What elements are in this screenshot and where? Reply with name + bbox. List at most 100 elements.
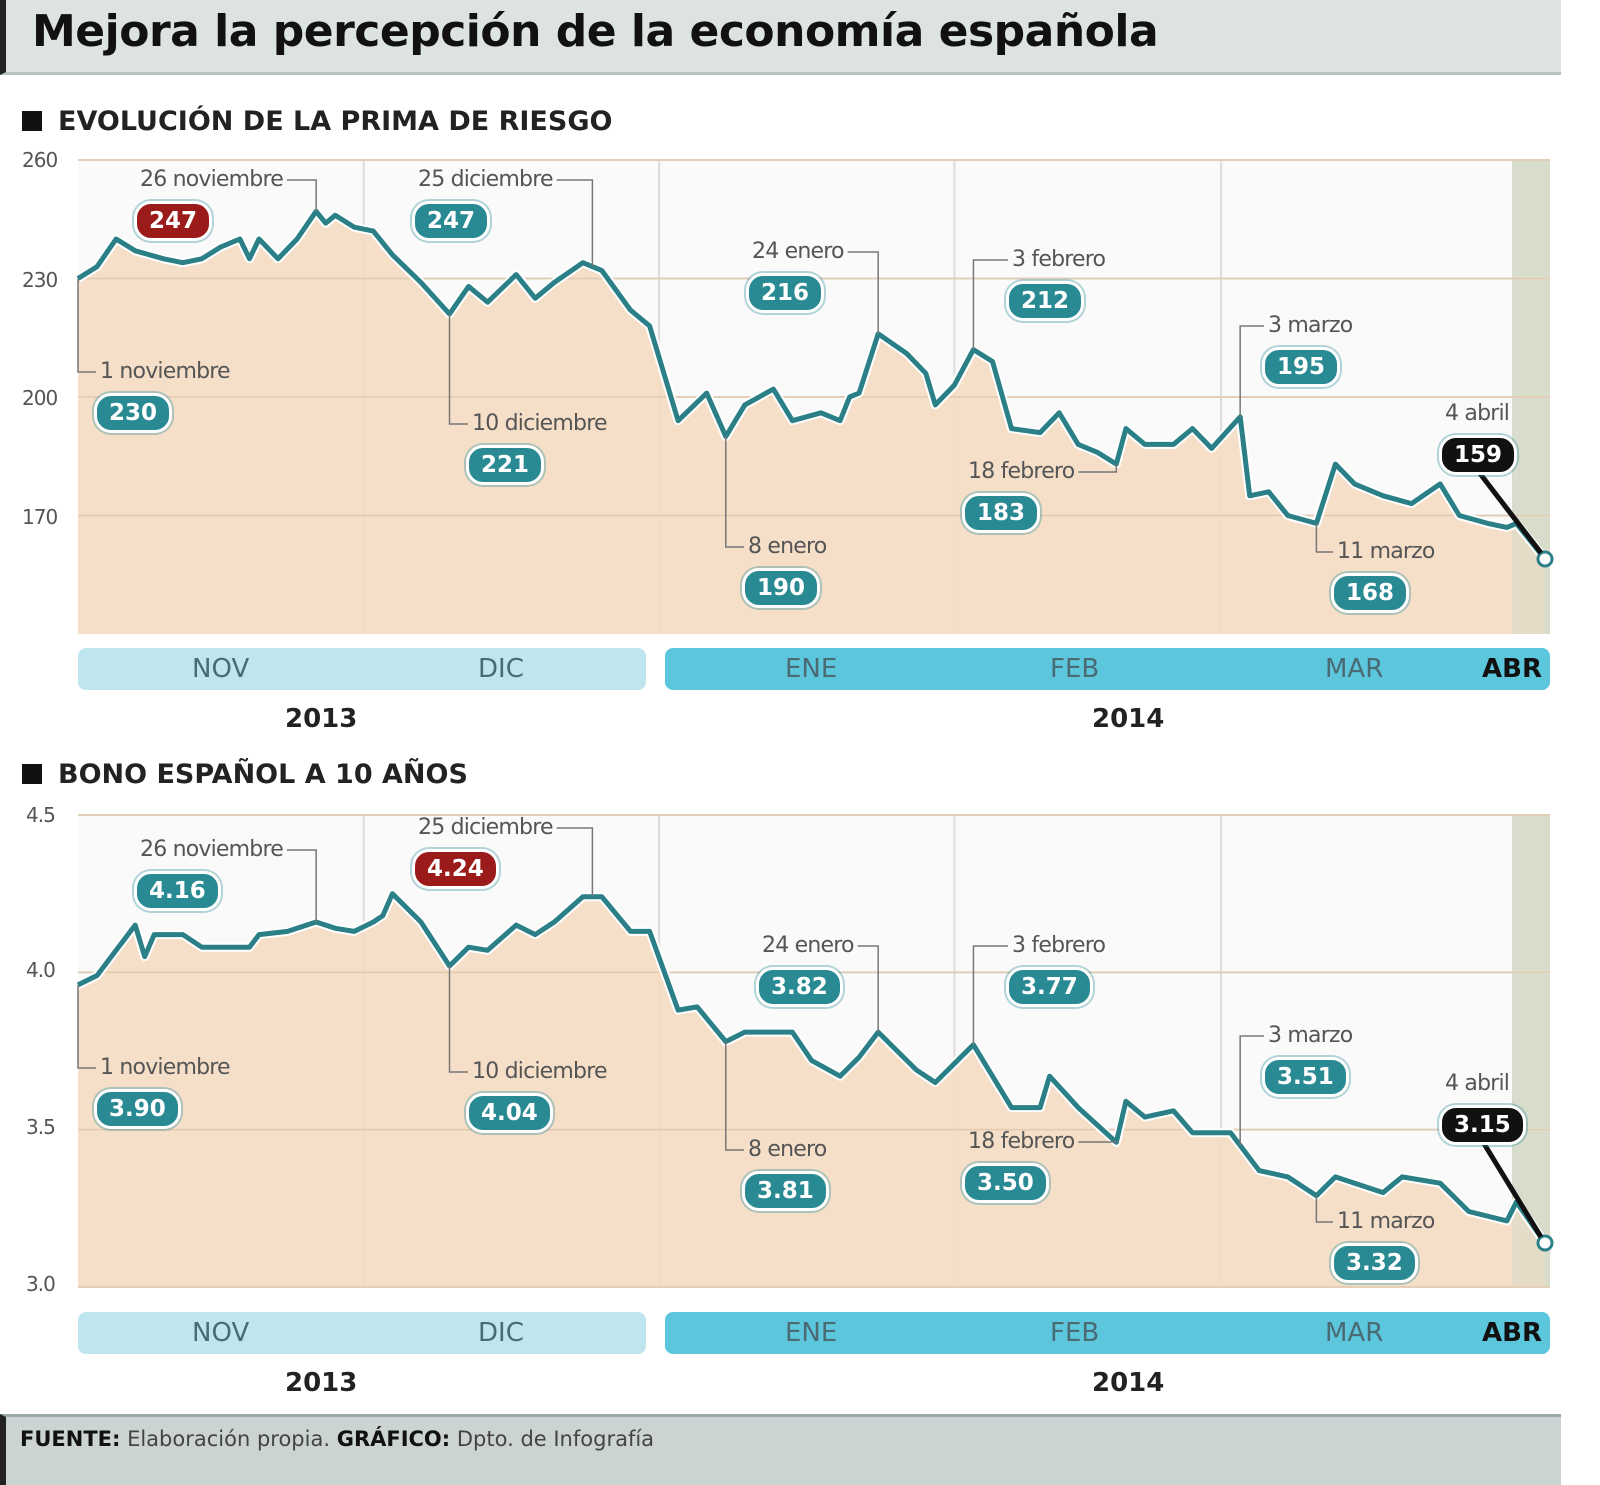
annotation-leader-line	[1078, 464, 1118, 473]
annotation-date: 3 marzo	[1268, 1023, 1353, 1048]
month-label: ABR	[1482, 654, 1542, 684]
annotation-leader-line	[448, 314, 468, 425]
annotation-pointer	[1480, 1139, 1544, 1239]
annotation: 10 diciembre 4.04	[466, 1060, 608, 1133]
annotation: 3 febrero 3.77	[1006, 933, 1106, 1007]
annotation-date: 18 febrero	[968, 459, 1075, 484]
annotation: 11 marzo 3.32	[1331, 1209, 1435, 1283]
annotation-date: 8 enero	[748, 1137, 827, 1162]
annotation: 3 marzo 195	[1262, 313, 1353, 387]
annotation-leader-line	[1315, 1195, 1333, 1223]
graphic-text: Dpto. de Infografía	[456, 1427, 655, 1451]
y-tick: 3.5	[26, 1115, 56, 1139]
area-fill	[78, 893, 1545, 1287]
annotation: 1 noviembre 230	[94, 360, 231, 433]
chart-title-bono: BONO ESPAÑOL A 10 AÑOS	[22, 759, 468, 790]
annotation-leader-line	[725, 436, 744, 548]
annotation-value-badge: 247	[412, 201, 491, 241]
annotation-date: 26 noviembre	[140, 167, 284, 192]
annotation-date: 8 enero	[748, 534, 827, 559]
square-bullet-icon	[22, 111, 42, 131]
annotation-leader-line	[77, 984, 96, 1069]
annotation: 18 febrero 183	[962, 459, 1075, 533]
month-label: NOV	[192, 1318, 250, 1348]
annotation-value-badge: 4.24	[412, 849, 499, 889]
year-label: 2013	[285, 1368, 358, 1398]
annotation-value-badge: 159	[1439, 435, 1518, 475]
annotation-date: 10 diciembre	[472, 411, 608, 436]
annotation-value-badge: 221	[466, 445, 545, 485]
annotation-value-badge: 195	[1262, 347, 1341, 387]
chart-title-prima: EVOLUCIÓN DE LA PRIMA DE RIESGO	[22, 106, 612, 137]
annotation-leader-line	[1239, 325, 1264, 417]
annotation-date: 3 marzo	[1268, 313, 1353, 338]
annotation-date: 3 febrero	[1012, 247, 1106, 272]
annotation: 24 enero 216	[746, 240, 844, 313]
band-2014	[665, 1312, 1550, 1354]
annotation-date: 4 abril	[1445, 401, 1510, 426]
annotation-leader-line	[286, 179, 317, 212]
band-2014	[665, 648, 1550, 690]
y-tick: 4.5	[26, 803, 56, 827]
source-label: FUENTE:	[20, 1427, 121, 1451]
annotation-value-badge: 190	[742, 568, 821, 608]
annotation: 10 diciembre 221	[466, 411, 608, 485]
annotation-leader-line	[1239, 1035, 1264, 1146]
annotation-date: 26 noviembre	[140, 837, 284, 862]
annotation-leader-line	[77, 278, 96, 373]
annotation-value-badge: 3.51	[1262, 1057, 1349, 1097]
annotation-date: 1 noviembre	[100, 1055, 231, 1080]
annotation-value-badge: 4.04	[466, 1093, 553, 1133]
annotation: 4 abril 159	[1439, 401, 1518, 475]
month-label: FEB	[1050, 1318, 1100, 1348]
page-title: Mejora la percepción de la economía espa…	[32, 6, 1159, 57]
area-fill	[78, 211, 1545, 635]
band-2013	[78, 648, 646, 690]
source-text: Elaboración propia.	[127, 1427, 331, 1451]
annotation-value-badge: 3.50	[962, 1163, 1049, 1203]
annotation-leader-line	[1315, 523, 1333, 553]
month-label: MAR	[1325, 1318, 1384, 1348]
annotation: 26 noviembre 247	[134, 167, 284, 241]
annotation: 25 diciembre 4.24	[412, 815, 554, 889]
annotation-value-badge: 212	[1006, 281, 1085, 321]
month-label: NOV	[192, 654, 250, 684]
annotation-leader-line	[556, 179, 594, 267]
y-tick: 4.0	[26, 958, 56, 982]
year-label: 2013	[285, 704, 358, 734]
latest-point-marker	[1536, 550, 1554, 568]
annotation: 4 abril 3.15	[1439, 1071, 1526, 1145]
annotation: 8 enero 3.81	[742, 1137, 829, 1211]
annotation-leader-line	[972, 259, 1008, 350]
footer: FUENTE: Elaboración propia. GRÁFICO: Dpt…	[0, 1414, 1561, 1485]
annotation-pointer	[1476, 469, 1543, 555]
month-label: ABR	[1482, 1318, 1542, 1348]
annotation-date: 3 febrero	[1012, 933, 1106, 958]
annotation-date: 4 abril	[1445, 1071, 1510, 1096]
annotation-value-badge: 3.82	[756, 967, 843, 1007]
annotation-date: 25 diciembre	[418, 815, 554, 840]
annotation: 3 marzo 3.51	[1262, 1023, 1353, 1097]
latest-point-marker	[1536, 1234, 1554, 1252]
square-bullet-icon	[22, 764, 42, 784]
annotation-date: 11 marzo	[1337, 1209, 1435, 1234]
chart-title-text: BONO ESPAÑOL A 10 AÑOS	[58, 759, 468, 790]
title-bar: Mejora la percepción de la economía espa…	[0, 0, 1561, 75]
annotation-value-badge: 3.90	[94, 1089, 181, 1129]
series-line	[76, 891, 1548, 1245]
annotation: 8 enero 190	[742, 534, 827, 608]
annotation: 25 diciembre 247	[412, 168, 554, 241]
y-tick: 170	[22, 505, 58, 529]
annotation-leader-line	[286, 849, 317, 922]
annotation-leader-line	[556, 827, 594, 897]
annotation-value-badge: 4.16	[134, 871, 221, 911]
annotation-value-badge: 247	[134, 201, 213, 241]
annotation-leader-line	[847, 251, 879, 334]
annotation: 11 marzo 168	[1331, 540, 1435, 613]
y-tick: 3.0	[26, 1272, 56, 1296]
annotation-leader-line	[448, 966, 468, 1073]
month-label: ENE	[785, 1318, 838, 1348]
month-label: DIC	[478, 654, 524, 684]
annotation: 18 febrero 3.50	[962, 1130, 1075, 1203]
